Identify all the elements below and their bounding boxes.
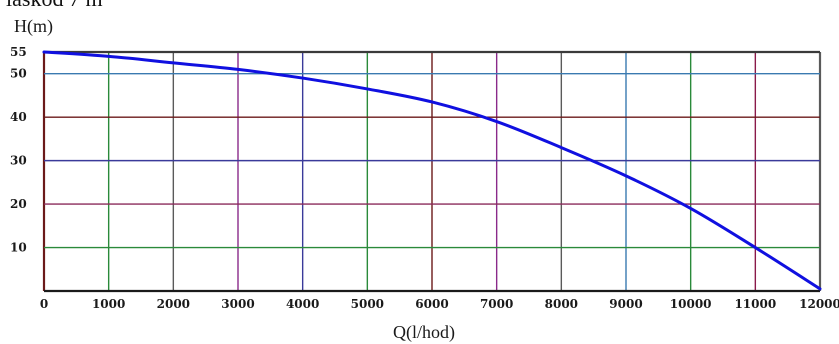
cropped-caption-text: laskod 7 m [6, 0, 103, 12]
y-tick-label-55: 55 [10, 45, 27, 59]
x-tick-label-12000: 12000 [799, 297, 839, 311]
x-tick-label-8000: 8000 [545, 297, 578, 311]
x-tick-label-5000: 5000 [351, 297, 384, 311]
x-tick-label-1000: 1000 [92, 297, 125, 311]
y-tick-label-20: 20 [10, 197, 27, 211]
y-axis-title: H(m) [14, 16, 53, 37]
x-tick-label-7000: 7000 [480, 297, 513, 311]
x-tick-labels: 0 1000 2000 3000 4000 5000 6000 7000 8000 9000 100… [40, 297, 839, 311]
y-tick-labels: 10 20 30 40 50 55 [10, 45, 27, 255]
x-tick-label-9000: 9000 [609, 297, 642, 311]
x-tick-label-4000: 4000 [286, 297, 319, 311]
y-tick-label-10: 10 [10, 241, 27, 255]
x-tick-label-0: 0 [40, 297, 48, 311]
x-tick-label-10000: 10000 [670, 297, 712, 311]
y-tick-label-30: 30 [10, 154, 27, 168]
x-axis-title: Q(l/hod) [393, 322, 455, 343]
x-tick-label-3000: 3000 [221, 297, 254, 311]
x-tick-label-2000: 2000 [157, 297, 190, 311]
y-tick-label-50: 50 [10, 67, 27, 81]
x-tick-label-11000: 11000 [734, 297, 776, 311]
x-tick-label-6000: 6000 [415, 297, 448, 311]
y-tick-label-40: 40 [10, 110, 27, 124]
series-group [42, 50, 822, 291]
series-line-0 [42, 50, 822, 291]
grid [42, 50, 822, 293]
